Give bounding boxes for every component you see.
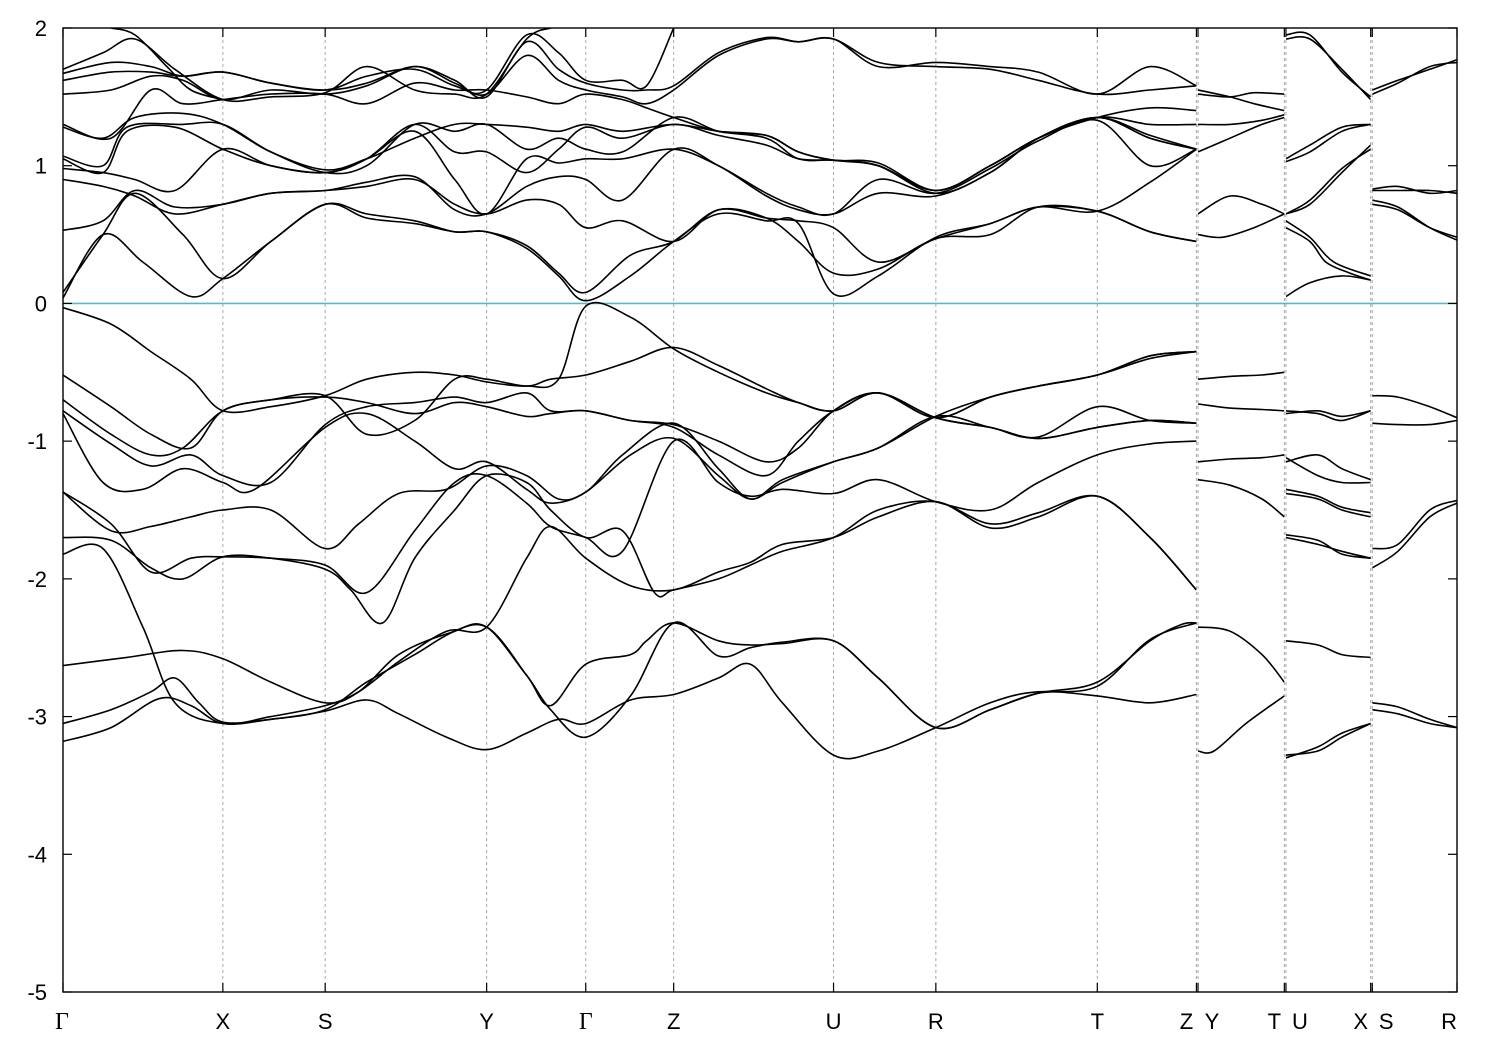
band-line-1-10 (1198, 89, 1285, 112)
band-line-1-0 (1198, 695, 1285, 754)
band-line-0-9 (63, 392, 1197, 463)
kpoint-label: X (1353, 1009, 1368, 1034)
band-line-1-3 (1198, 454, 1285, 463)
y-tick-label: -4 (27, 842, 47, 867)
band-line-3-3 (1372, 499, 1458, 550)
band-line-1-5 (1198, 371, 1285, 380)
band-line-0-17 (63, 116, 1197, 195)
kpoint-label: Y (1205, 1009, 1220, 1034)
band-line-0-11 (63, 301, 1197, 419)
band-line-3-9 (1372, 185, 1458, 195)
kpoint-label: S (318, 1009, 333, 1034)
plot-frame (62, 27, 1458, 993)
kpoint-label: Γ (55, 1009, 69, 1035)
kpoint-label: Z (1180, 1009, 1193, 1034)
kpoint-label: S (1379, 1009, 1394, 1034)
band-line-3-4 (1372, 419, 1458, 426)
kpoint-label: R (928, 1009, 944, 1034)
band-line-3-1 (1372, 702, 1458, 729)
band-line-2-14 (1285, 144, 1371, 215)
kpoint-label: R (1441, 1009, 1457, 1034)
band-line-1-1 (1198, 626, 1285, 683)
kpoint-label: X (216, 1009, 231, 1034)
y-tick-label: -5 (27, 980, 47, 1005)
band-line-0-13 (63, 192, 1197, 294)
band-line-0-8 (63, 350, 1197, 487)
band-line-0-12 (63, 202, 1197, 302)
band-line-0-19 (63, 112, 1197, 192)
band-line-2-19 (1285, 36, 1371, 101)
band-segment-0 (63, 28, 1197, 760)
band-line-0-0 (63, 662, 1197, 760)
band-line-1-9 (1198, 114, 1285, 126)
kpoint-label: T (1268, 1009, 1281, 1034)
band-line-3-10 (1372, 61, 1458, 95)
y-tick-label: -2 (27, 567, 47, 592)
band-line-2-17 (1285, 123, 1371, 160)
band-line-0-14 (63, 148, 1197, 263)
band-line-0-6 (63, 405, 1197, 550)
kpoint-label: Y (479, 1009, 494, 1034)
band-line-0-5 (63, 438, 1197, 595)
band-line-3-6 (1372, 203, 1458, 239)
band-line-2-15 (1285, 148, 1371, 215)
band-line-0-1 (63, 621, 1197, 730)
band-line-2-16 (1285, 123, 1371, 163)
kpoint-label: U (1292, 1009, 1308, 1034)
band-line-1-2 (1198, 478, 1285, 518)
band-line-2-6 (1285, 488, 1371, 514)
band-line-2-7 (1285, 454, 1371, 481)
band-line-2-1 (1285, 722, 1371, 759)
kpoint-label: T (1091, 1009, 1104, 1034)
band-line-0-15 (63, 116, 1197, 217)
band-line-3-11 (1372, 58, 1458, 91)
band-line-0-22 (63, 36, 1197, 100)
band-line-3-0 (1372, 708, 1458, 729)
y-tick-label: -3 (27, 705, 47, 730)
band-lines (63, 28, 1458, 760)
band-line-1-4 (1198, 403, 1285, 412)
band-line-0-21 (63, 37, 1197, 105)
band-line-2-10 (1285, 409, 1371, 418)
band-line-2-12 (1285, 227, 1371, 281)
band-line-2-8 (1285, 457, 1371, 484)
y-tick-label: 1 (35, 154, 47, 179)
band-line-0-3 (63, 495, 1197, 725)
band-line-0-2 (63, 621, 1197, 739)
band-line-0-16 (63, 118, 1197, 217)
y-tick-label: -1 (27, 429, 47, 454)
y-tick-label: 2 (35, 16, 47, 41)
band-line-2-0 (1285, 722, 1371, 756)
band-line-0-25 (110, 28, 224, 101)
band-segment-3 (1372, 58, 1458, 729)
band-segment-1 (1198, 89, 1285, 754)
band-line-0-10 (63, 346, 1197, 450)
band-line-0-23 (63, 28, 675, 95)
kpoint-label: Γ (579, 1009, 593, 1035)
band-line-0-24 (63, 28, 551, 103)
kpoint-label: Z (667, 1009, 680, 1034)
band-line-1-7 (1198, 194, 1285, 215)
band-line-2-2 (1285, 640, 1371, 659)
y-tick-label: 0 (35, 291, 47, 316)
band-line-2-5 (1285, 492, 1371, 518)
band-line-0-7 (63, 350, 1197, 504)
band-line-1-8 (1198, 116, 1285, 153)
band-line-3-5 (1372, 394, 1458, 419)
vertical-grid (222, 28, 1373, 992)
band-line-2-4 (1285, 534, 1371, 559)
band-line-3-2 (1372, 502, 1458, 569)
band-line-2-11 (1285, 275, 1371, 298)
band-line-1-6 (1198, 213, 1285, 239)
kpoint-label: U (826, 1009, 842, 1034)
band-line-2-3 (1285, 536, 1371, 559)
y-axis: -5 -4 -3 -2 -1 0 1 2 (27, 16, 1457, 1005)
band-line-3-7 (1372, 199, 1458, 241)
band-line-1-11 (1198, 91, 1285, 98)
band-line-2-13 (1285, 220, 1371, 277)
band-segment-2 (1285, 31, 1371, 759)
band-line-0-4 (63, 473, 1197, 625)
